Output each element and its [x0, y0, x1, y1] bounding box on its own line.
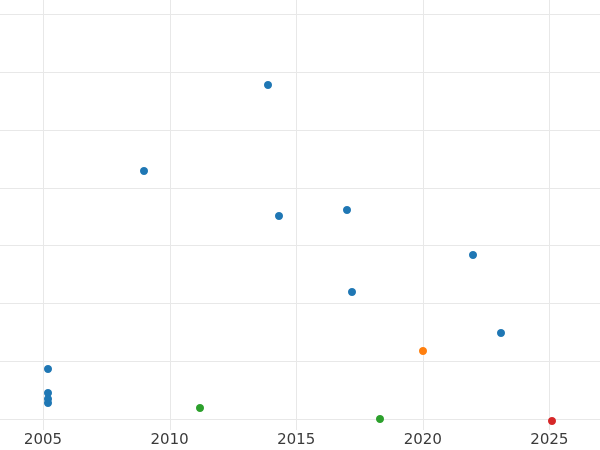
data-point-series-blue: [469, 250, 478, 259]
data-point-series-green: [375, 414, 384, 423]
data-point-series-blue: [44, 388, 53, 397]
data-point-series-blue: [347, 288, 356, 297]
grid-line-horizontal: [0, 418, 600, 420]
x-tick-label: 2015: [277, 430, 316, 448]
x-tick-label: 2010: [150, 430, 189, 448]
data-point-series-blue: [44, 399, 53, 408]
x-tick-label: 2005: [23, 430, 63, 448]
grid-line-horizontal: [0, 187, 600, 189]
grid-line-vertical: [549, 0, 551, 430]
data-point-series-blue: [497, 329, 506, 337]
grid-line-vertical: [43, 0, 44, 430]
grid-line-horizontal: [0, 245, 600, 247]
grid-line-vertical: [296, 0, 298, 430]
data-point-series-red: [547, 417, 556, 426]
grid-line-horizontal: [0, 129, 600, 131]
grid-line-horizontal: [0, 14, 600, 16]
plot-area: [0, 0, 600, 430]
data-point-series-green: [196, 403, 204, 412]
x-tick-label: 2020: [403, 430, 442, 448]
data-point-series-orange: [418, 346, 427, 355]
grid-line-horizontal: [0, 303, 600, 304]
data-point-series-blue: [140, 167, 149, 176]
x-tick-label: 2025: [530, 430, 569, 448]
grid-line-vertical: [169, 0, 171, 430]
data-point-series-blue: [44, 394, 53, 403]
data-point-series-blue: [264, 80, 273, 89]
grid-line-horizontal: [0, 360, 600, 362]
data-point-series-blue: [274, 212, 283, 221]
x-axis: 2005 2010 2015 2020 2025: [0, 430, 600, 450]
grid-line-horizontal: [0, 72, 600, 74]
data-point-series-blue: [44, 364, 53, 373]
grid-line-vertical: [422, 0, 424, 430]
data-point-series-blue: [342, 205, 351, 214]
